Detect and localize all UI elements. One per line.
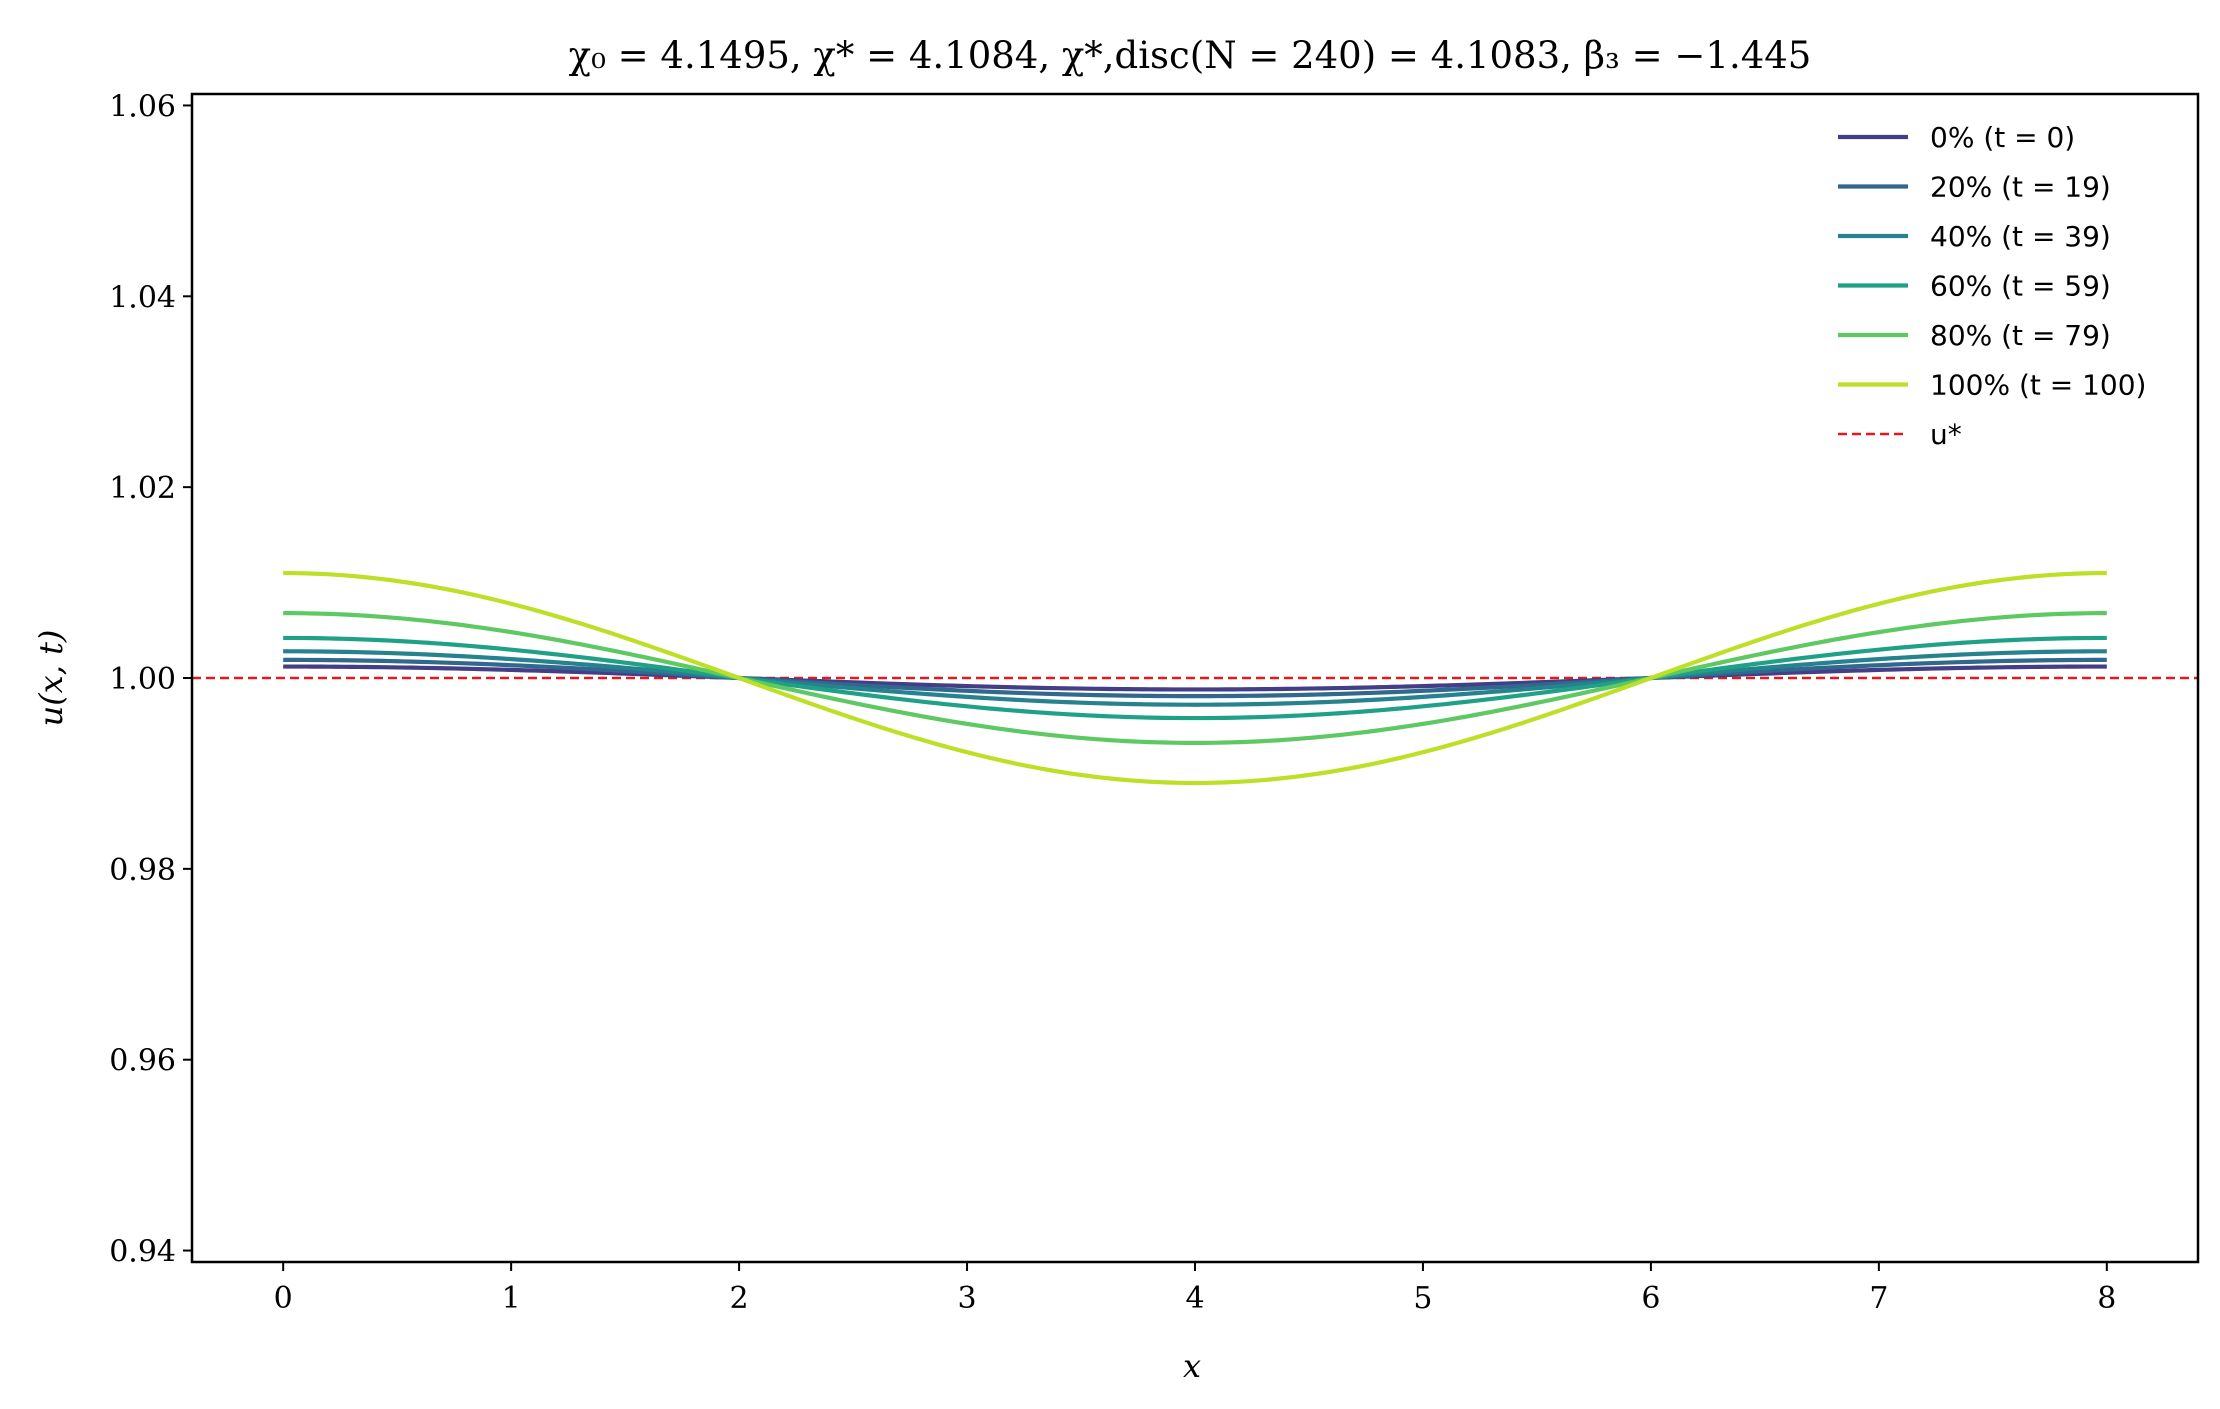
x-tick-label: 8 bbox=[2097, 1281, 2116, 1316]
x-tick-label: 6 bbox=[1641, 1281, 1660, 1316]
y-tick-label: 1.04 bbox=[109, 280, 176, 315]
y-tick-label: 1.06 bbox=[109, 89, 176, 124]
x-tick-label: 5 bbox=[1413, 1281, 1432, 1316]
x-tick-label: 3 bbox=[957, 1281, 976, 1316]
y-axis: 0.94 0.96 0.98 1.00 1.02 1.04 1.06 bbox=[109, 89, 192, 1270]
y-tick-label: 1.02 bbox=[109, 471, 176, 506]
legend-label: 60% (t = 59) bbox=[1930, 270, 2111, 303]
chart-title: χ₀ = 4.1495, χ* = 4.1084, χ*,disc(N = 24… bbox=[569, 34, 1812, 77]
legend: 0% (t = 0) 20% (t = 19) 40% (t = 39) 60% (t… bbox=[1838, 121, 2146, 451]
x-tick-label: 0 bbox=[274, 1281, 293, 1316]
series-line-4 bbox=[283, 611, 2107, 745]
x-axis-label: x bbox=[1183, 1347, 1201, 1385]
x-tick-label: 1 bbox=[502, 1281, 521, 1316]
x-tick-label: 4 bbox=[1185, 1281, 1204, 1316]
x-tick-label: 2 bbox=[730, 1281, 749, 1316]
y-tick-label: 1.00 bbox=[109, 662, 176, 697]
legend-label: 40% (t = 39) bbox=[1930, 220, 2111, 253]
legend-label: 80% (t = 79) bbox=[1930, 319, 2111, 352]
series-line-0 bbox=[283, 664, 2107, 692]
series-line-3 bbox=[283, 635, 2107, 721]
legend-label: 100% (t = 100) bbox=[1930, 369, 2146, 402]
y-tick-label: 0.96 bbox=[109, 1044, 176, 1079]
y-axis-label: u(x, t) bbox=[32, 630, 70, 727]
x-axis: 0 1 2 3 4 5 6 7 8 bbox=[274, 1262, 2116, 1316]
plot-area bbox=[192, 570, 2198, 786]
y-tick-label: 0.98 bbox=[109, 853, 176, 888]
legend-label: 20% (t = 19) bbox=[1930, 171, 2111, 204]
series-line-2 bbox=[283, 649, 2107, 707]
series-line-5 bbox=[283, 570, 2107, 786]
legend-label: 0% (t = 0) bbox=[1930, 121, 2075, 154]
legend-label: u* bbox=[1930, 418, 1962, 451]
x-tick-label: 7 bbox=[1869, 1281, 1888, 1316]
y-tick-label: 0.94 bbox=[109, 1235, 176, 1270]
series-line-1 bbox=[283, 657, 2107, 699]
